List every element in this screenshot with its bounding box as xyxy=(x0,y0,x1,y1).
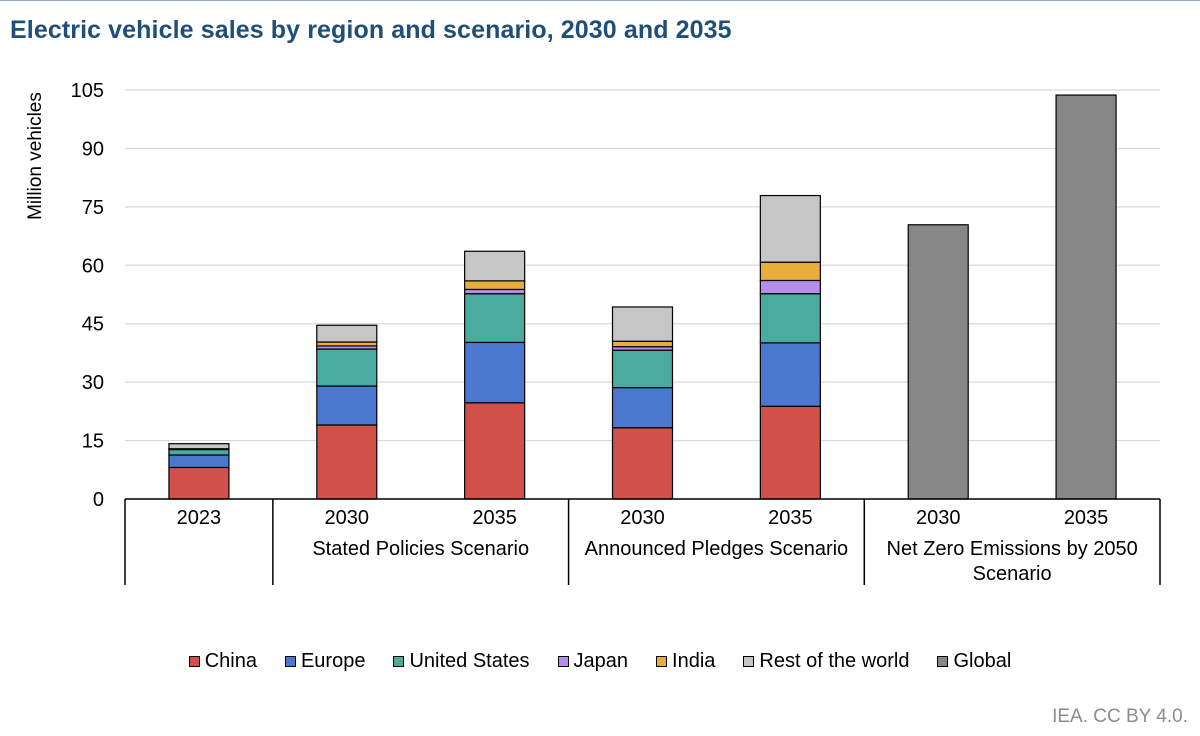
x-tick-label: 2035 xyxy=(1064,507,1109,529)
x-tick-label: 2030 xyxy=(325,507,370,529)
legend-swatch xyxy=(656,656,668,667)
bar-segment-india xyxy=(611,340,674,348)
bar-segment-japan xyxy=(464,288,526,295)
bar-segment-japan xyxy=(759,279,821,295)
legend-swatch xyxy=(284,656,296,667)
bar-segment-china xyxy=(464,402,526,500)
legend: China Europe United States Japan India Rest o… xyxy=(0,650,1200,673)
bar-segment-rest-of-the-world xyxy=(464,250,526,282)
bar-segment-europe xyxy=(168,454,230,469)
chart-title: Electric vehicle sales by region and sce… xyxy=(10,16,732,44)
legend-label: Japan xyxy=(573,650,629,672)
y-tick-label: 45 xyxy=(82,314,104,336)
y-tick-label: 15 xyxy=(82,431,104,453)
y-tick-label: 75 xyxy=(82,197,104,219)
bar-segment-europe xyxy=(316,385,378,426)
legend-swatch xyxy=(557,656,569,667)
y-tick-label: 30 xyxy=(82,372,104,394)
bar-segment-europe xyxy=(464,341,526,404)
bar-segment-china xyxy=(316,424,378,500)
x-tick-label: 2023 xyxy=(177,507,222,529)
group-label: Announced Pledges Scenario xyxy=(585,538,849,560)
bar-segment-china xyxy=(611,427,674,500)
legend-swatch xyxy=(188,656,200,667)
bar-segment-rest-of-the-world xyxy=(611,306,674,342)
bar-segment-united-states xyxy=(464,293,526,344)
bar-segment-global xyxy=(907,224,969,500)
bar-segment-china xyxy=(759,405,821,500)
bar-segment-global xyxy=(1055,94,1117,500)
legend-item: Europe xyxy=(284,650,366,673)
legend-label: China xyxy=(204,650,257,672)
x-tick-label: 2035 xyxy=(472,507,517,529)
bar-segment-europe xyxy=(759,342,821,407)
legend-item: Japan xyxy=(557,650,629,673)
bar-segment-rest-of-the-world xyxy=(759,194,821,263)
bar-segment-united-states xyxy=(316,348,378,387)
bar-segment-europe xyxy=(611,386,674,429)
y-axis-label: Million vehicles xyxy=(25,92,46,220)
top-rule xyxy=(0,0,1200,1)
bar-segment-united-states xyxy=(168,448,230,456)
x-tick-label: 2030 xyxy=(620,507,665,529)
bar-segment-india xyxy=(464,280,526,291)
x-tick-label: 2030 xyxy=(916,507,961,529)
source-credit: IEA. CC BY 4.0. xyxy=(1052,706,1188,727)
bar-segment-rest-of-the-world xyxy=(316,324,378,343)
bar-segment-china xyxy=(168,466,230,500)
legend-item: India xyxy=(656,650,715,673)
legend-swatch xyxy=(743,656,755,667)
chart: 0 15 30 45 60 75 90 105 Million vehicles 2023 2030… xyxy=(25,80,1161,585)
legend-item: Global xyxy=(937,650,1011,673)
bar-segment-india xyxy=(759,261,821,282)
legend-item: United States xyxy=(393,650,530,673)
group-label: Stated Policies Scenario xyxy=(312,538,529,560)
legend-item: China xyxy=(188,650,257,673)
y-tick-label: 60 xyxy=(82,255,104,277)
x-tick-label: 2035 xyxy=(768,507,813,529)
legend-swatch xyxy=(393,656,405,667)
group-label: Net Zero Emissions by 2050 Scenario xyxy=(887,538,1138,585)
legend-label: Global xyxy=(953,650,1012,672)
bar-segment-united-states xyxy=(611,349,674,389)
legend-label: Europe xyxy=(300,650,366,672)
y-tick-label: 0 xyxy=(93,489,104,511)
legend-item: Rest of the world xyxy=(743,650,909,673)
y-tick-label: 90 xyxy=(82,138,104,160)
legend-label: United States xyxy=(409,650,530,672)
y-tick-label: 105 xyxy=(71,80,104,102)
bar-segment-rest-of-the-world xyxy=(168,443,230,450)
legend-label: Rest of the world xyxy=(759,650,910,672)
bar-segment-united-states xyxy=(759,293,821,344)
legend-label: India xyxy=(672,650,716,672)
legend-swatch xyxy=(937,656,949,667)
